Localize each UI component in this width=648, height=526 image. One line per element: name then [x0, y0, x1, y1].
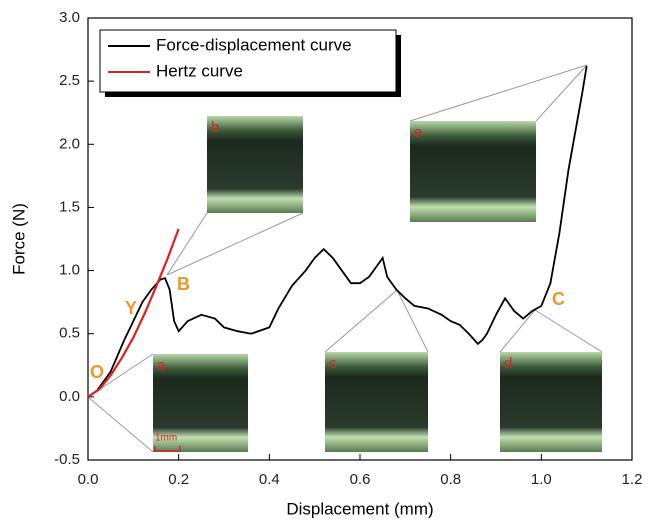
x-tick-label: 0.4: [259, 471, 280, 488]
y-tick-label: 1.5: [59, 198, 80, 215]
inset-label: b: [211, 119, 219, 136]
inset-image: [153, 354, 248, 452]
x-tick-label: 1.0: [531, 471, 552, 488]
x-tick-label: 0.6: [350, 471, 371, 488]
scale-bar: [154, 446, 181, 452]
insets: a b c d e 1mm: [153, 116, 602, 452]
connector-lines: [87, 64, 603, 453]
legend-label: Hertz curve: [156, 61, 243, 80]
data-line: [87, 65, 588, 398]
y-tick-label: 0.0: [59, 388, 80, 405]
inset-label: c: [329, 355, 337, 372]
inset-image: [207, 116, 303, 213]
inset-label: e: [414, 124, 422, 141]
x-tick-label: 0.0: [78, 471, 99, 488]
data-line: [87, 228, 180, 398]
x-tick-label: 0.2: [168, 471, 189, 488]
x-tick-label: 0.8: [440, 471, 461, 488]
inset-label: a: [157, 357, 166, 374]
inset-label: d: [504, 355, 512, 372]
inset-image: [410, 121, 536, 222]
y-tick-label: 2.5: [59, 72, 80, 89]
legend-label: Force-displacement curve: [156, 35, 352, 54]
y-tick-label: 2.0: [59, 135, 80, 152]
inset-image: [500, 352, 602, 452]
legend-box: [99, 29, 397, 93]
inset-image: [325, 352, 428, 452]
scale-label: 1mm: [155, 433, 177, 444]
y-tick-label: 0.5: [59, 325, 80, 342]
annotation: C: [552, 289, 565, 309]
x-tick-label: 1.2: [622, 471, 643, 488]
y-tick-label: 3.0: [59, 9, 80, 26]
y-axis-label: Force (N): [9, 203, 28, 275]
y-tick-label: -0.5: [54, 451, 80, 468]
annotation: B: [177, 274, 190, 294]
x-axis-label: Displacement (mm): [286, 499, 433, 518]
y-tick-label: 1.0: [59, 262, 80, 279]
annotation: O: [90, 362, 104, 382]
annotation: Y: [125, 298, 137, 318]
